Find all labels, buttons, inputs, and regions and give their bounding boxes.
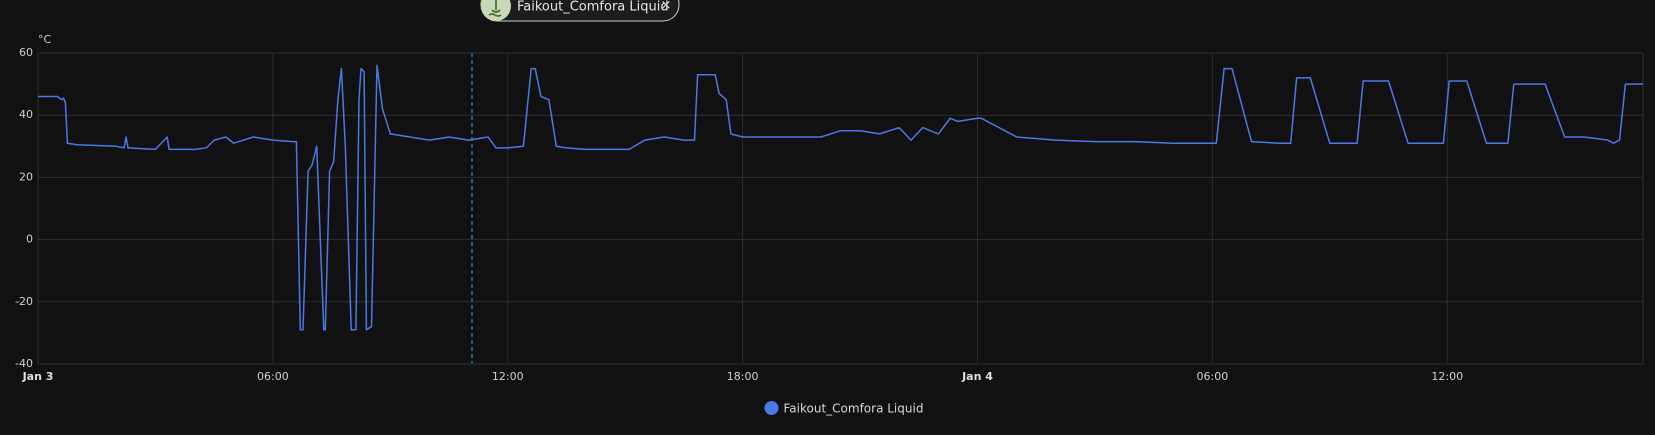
x-tick-label: 18:00: [727, 370, 759, 383]
x-tick-label: 12:00: [492, 370, 524, 383]
y-axis-unit: °C: [38, 33, 52, 46]
x-tick-label: 06:00: [257, 370, 289, 383]
y-tick-label: -20: [15, 295, 33, 308]
x-tick-label: 12:00: [1431, 370, 1463, 383]
x-tick-label: Jan 4: [961, 370, 993, 383]
chip-border: [480, 0, 680, 22]
data-line: [38, 64, 1643, 331]
chip-close[interactable]: ✕: [661, 0, 672, 14]
x-tick-label: 06:00: [1197, 370, 1229, 383]
y-tick-label: 60: [19, 46, 33, 59]
y-tick-label: 40: [19, 108, 33, 121]
y-tick-label: -40: [15, 357, 33, 370]
x-tick-label: Jan 3: [22, 370, 54, 383]
chip-icon: [481, 0, 511, 21]
y-tick-label: 0: [26, 233, 33, 246]
y-tick-label: 20: [19, 170, 33, 183]
legend-label: Faikout_Comfora Liquid: [784, 402, 924, 416]
entity-chip[interactable]: Faikout_Comfora Liquid ✕: [480, 0, 680, 22]
chip-label: Faikout_Comfora Liquid: [517, 0, 669, 15]
chip-icon-glyph: [488, 0, 502, 17]
legend-marker: [764, 401, 779, 415]
